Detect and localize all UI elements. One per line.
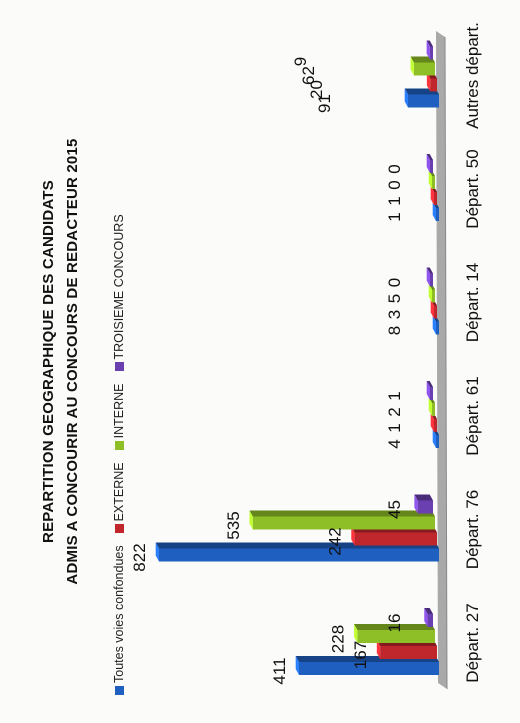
bar-top xyxy=(295,656,299,675)
bar xyxy=(434,419,437,432)
bar xyxy=(417,500,434,514)
bar xyxy=(408,94,440,108)
bar xyxy=(432,176,435,189)
data-label: 1 xyxy=(385,423,404,432)
bar-top xyxy=(404,88,409,108)
bar xyxy=(159,548,439,562)
bar xyxy=(429,46,433,60)
data-label: 167 xyxy=(351,641,370,669)
bar xyxy=(432,289,435,303)
bar xyxy=(436,208,439,221)
bar xyxy=(413,62,435,76)
data-label: 8 xyxy=(385,326,404,335)
bar-side xyxy=(426,40,433,47)
bar xyxy=(357,630,435,643)
bar xyxy=(430,273,433,287)
data-label: 91 xyxy=(315,94,334,113)
category-label: Départ. 27 xyxy=(463,603,482,682)
bar-top xyxy=(376,640,381,659)
data-label: 228 xyxy=(328,625,347,653)
bar-side xyxy=(424,608,433,614)
data-label: 822 xyxy=(130,543,149,571)
bar xyxy=(432,403,435,416)
bar xyxy=(354,532,438,546)
bar-top xyxy=(426,381,430,400)
bar xyxy=(380,646,437,659)
data-label: 1 xyxy=(385,196,404,205)
bar-top xyxy=(432,315,436,335)
bar-top xyxy=(428,170,432,189)
bar xyxy=(430,78,437,92)
data-label: 1 xyxy=(385,391,404,400)
data-label: 242 xyxy=(326,527,345,555)
bar-top xyxy=(155,542,159,562)
bar xyxy=(299,662,439,675)
bar-top xyxy=(432,429,436,448)
category-label: Départ. 14 xyxy=(463,263,482,342)
bar-top xyxy=(354,624,358,643)
data-label: 4 xyxy=(385,439,404,448)
data-label: 0 xyxy=(385,278,404,287)
bar-top xyxy=(430,186,434,205)
bar-top xyxy=(426,267,430,287)
bar-top xyxy=(426,154,430,173)
bar-top xyxy=(426,72,431,92)
bar-side xyxy=(426,267,433,274)
data-label: 9 xyxy=(291,57,310,66)
bar-top xyxy=(432,202,436,221)
bar-top xyxy=(426,40,430,60)
bar-top xyxy=(428,283,432,303)
bar xyxy=(434,192,437,205)
bar xyxy=(430,387,433,400)
bar-side xyxy=(354,624,435,630)
data-label: 411 xyxy=(270,657,289,684)
bar-side xyxy=(410,56,435,63)
bar-top xyxy=(430,413,434,432)
data-label: 0 xyxy=(385,164,404,173)
data-label: 62 xyxy=(299,66,318,85)
data-label: 2 xyxy=(385,407,404,416)
data-label: 16 xyxy=(385,614,404,633)
bar-side xyxy=(414,494,433,501)
category-label: Autres départ. xyxy=(463,22,482,129)
bar-side xyxy=(249,510,435,517)
data-label: 20 xyxy=(307,80,326,99)
bar-top xyxy=(410,56,414,76)
data-label: 0 xyxy=(385,180,404,189)
data-label: 3 xyxy=(385,310,404,319)
data-label: 535 xyxy=(224,511,243,539)
data-label: 1 xyxy=(385,212,404,221)
data-label: 5 xyxy=(385,294,404,303)
category-label: Départ. 76 xyxy=(463,490,482,569)
bar xyxy=(436,321,439,335)
bar-top xyxy=(424,608,428,627)
bar-side xyxy=(426,381,433,387)
bar-top xyxy=(430,299,434,319)
bar xyxy=(252,516,435,530)
x-axis-line xyxy=(444,36,448,690)
category-label: Départ. 61 xyxy=(463,376,482,455)
bar-top xyxy=(351,526,355,546)
bar-top xyxy=(428,397,432,416)
bar xyxy=(430,160,433,173)
bar-side xyxy=(426,154,433,160)
bar xyxy=(434,305,437,319)
bar-top xyxy=(249,510,253,530)
bar xyxy=(427,614,433,627)
bar xyxy=(436,435,439,448)
chart-floor xyxy=(436,31,447,689)
data-label: 45 xyxy=(385,500,404,519)
bar-top xyxy=(414,494,418,514)
category-label: Départ. 50 xyxy=(463,149,482,228)
